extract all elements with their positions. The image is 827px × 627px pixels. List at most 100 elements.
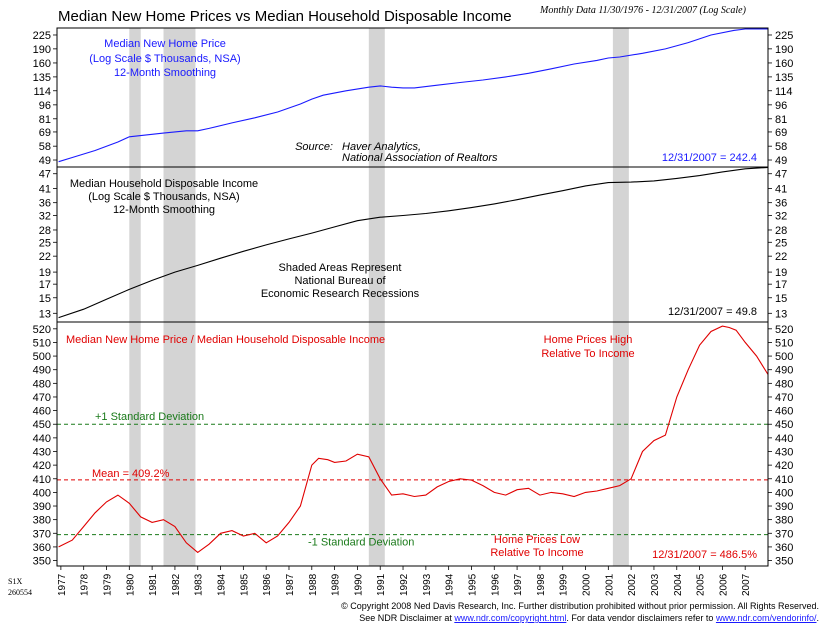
xtick-label: 1990 (353, 573, 364, 596)
source-line-2: National Association of Realtors (342, 152, 498, 164)
income-panel-title: Median Household Disposable Income (70, 178, 258, 190)
ytick-label-right: 49 (775, 155, 787, 167)
ytick-label-right: 430 (775, 446, 793, 458)
ytick-label-right: 520 (775, 324, 793, 336)
copyright-link[interactable]: www.ndr.com/copyright.html (454, 613, 567, 623)
ytick-label-right: 114 (775, 86, 793, 98)
disclaimer-text-a: See NDR Disclaimer at (359, 613, 455, 623)
ytick-label-left: 520 (33, 324, 51, 336)
ytick-label-left: 500 (33, 351, 51, 363)
ytick-label-right: 480 (775, 378, 793, 390)
xtick-label: 1979 (102, 573, 113, 596)
ytick-label-right: 470 (775, 392, 793, 404)
recession-note-2: National Bureau of (294, 275, 386, 287)
xtick-label: 1997 (513, 573, 524, 596)
xtick-label: 2001 (604, 573, 615, 596)
income-panel-smoothing: 12-Month Smoothing (113, 204, 215, 216)
price-panel-title: Median New Home Price (104, 38, 226, 50)
plot-frame (56, 27, 769, 567)
vendor-info-link[interactable]: www.ndr.com/vendorinfo/ (715, 613, 817, 623)
xtick-label: 1995 (467, 573, 478, 596)
xtick-label: 1991 (376, 573, 387, 596)
ytick-label-left: 28 (39, 225, 51, 237)
xtick-label: 2005 (696, 573, 707, 596)
price-panel-units: (Log Scale $ Thousands, NSA) (89, 53, 240, 65)
ytick-label-left: 36 (39, 198, 51, 210)
ytick-label-right: 96 (775, 100, 787, 112)
income-line (58, 166, 769, 319)
xtick-label: 1981 (148, 573, 159, 596)
ytick-label-right: 490 (775, 365, 793, 377)
ytick-label-right: 19 (775, 267, 787, 279)
ytick-label-right: 390 (775, 501, 793, 513)
ytick-label-right: 135 (775, 72, 793, 84)
ytick-label-left: 32 (39, 210, 51, 222)
ytick-label-left: 58 (39, 141, 51, 153)
ytick-label-left: 380 (33, 515, 51, 527)
xtick-label: 1988 (308, 573, 319, 596)
ytick-label-left: 69 (39, 127, 51, 139)
ytick-label-left: 370 (33, 528, 51, 540)
note-low-2: Relative To Income (490, 547, 583, 559)
disclaimer-text-b: . For data vendor disclaimers refer to (566, 613, 716, 623)
source-label: Source: (295, 141, 333, 153)
income-last-value: 12/31/2007 = 49.8 (668, 306, 757, 318)
xtick-label: 2004 (673, 573, 684, 596)
xtick-label: 1994 (445, 573, 456, 596)
ytick-label-right: 69 (775, 127, 787, 139)
ytick-label-left: 440 (33, 433, 51, 445)
ytick-label-left: 160 (33, 58, 51, 70)
xtick-label: 1998 (536, 573, 547, 596)
ytick-label-left: 96 (39, 100, 51, 112)
xtick-label: 1996 (490, 573, 501, 596)
ytick-label-right: 225 (775, 30, 793, 42)
ytick-label-left: 460 (33, 406, 51, 418)
mean-label: Mean = 409.2% (92, 468, 170, 480)
ytick-label-right: 460 (775, 406, 793, 418)
minus-one-sd-label: -1 Standard Deviation (308, 537, 414, 549)
chart-subtitle: Monthly Data 11/30/1976 - 12/31/2007 (Lo… (540, 5, 746, 16)
note-high-2: Relative To Income (541, 348, 634, 360)
ytick-label-left: 490 (33, 365, 51, 377)
ytick-label-left: 225 (33, 30, 51, 42)
source-line-1: Haver Analytics, (342, 141, 421, 153)
ytick-label-right: 15 (775, 293, 787, 305)
xtick-label: 1987 (285, 573, 296, 596)
ytick-label-left: 510 (33, 337, 51, 349)
ytick-label-left: 410 (33, 474, 51, 486)
ytick-label-left: 360 (33, 542, 51, 554)
recession-note-3: Economic Research Recessions (261, 288, 420, 300)
note-low-1: Home Prices Low (494, 534, 580, 546)
chart-code-number: 260554 (8, 588, 32, 597)
ytick-label-right: 400 (775, 487, 793, 499)
recession-band-0 (129, 28, 141, 566)
ytick-label-left: 19 (39, 267, 51, 279)
xtick-label: 1992 (399, 573, 410, 596)
ytick-label-left: 400 (33, 487, 51, 499)
ytick-label-right: 47 (775, 169, 787, 181)
ytick-label-right: 17 (775, 279, 787, 291)
ytick-label-right: 350 (775, 556, 793, 568)
xtick-label: 1980 (125, 573, 136, 596)
ytick-label-right: 41 (775, 184, 787, 196)
chart-code: S1X (8, 577, 23, 586)
ytick-label-left: 114 (33, 86, 51, 98)
ytick-label-right: 81 (775, 114, 787, 126)
xtick-label: 1984 (217, 573, 228, 596)
ytick-label-right: 13 (775, 308, 787, 320)
ytick-label-left: 135 (33, 72, 51, 84)
xtick-label: 1977 (57, 573, 68, 596)
xtick-label: 1978 (80, 573, 91, 596)
xtick-label: 2003 (650, 573, 661, 596)
ytick-label-left: 190 (33, 44, 51, 56)
ytick-label-left: 25 (39, 237, 51, 249)
ytick-label-left: 480 (33, 378, 51, 390)
ytick-label-left: 49 (39, 155, 51, 167)
ytick-label-left: 390 (33, 501, 51, 513)
ytick-label-left: 430 (33, 446, 51, 458)
recession-note-1: Shaded Areas Represent (279, 262, 402, 274)
ytick-label-right: 36 (775, 198, 787, 210)
ytick-label-right: 25 (775, 237, 787, 249)
price-last-value: 12/31/2007 = 242.4 (662, 152, 757, 164)
